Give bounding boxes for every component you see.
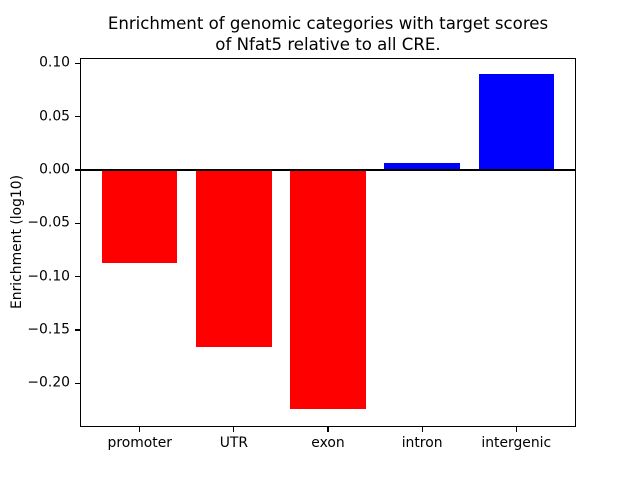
y-tick-label: −0.10 <box>27 268 70 285</box>
x-tick-label-intron: intron <box>401 435 443 451</box>
y-tick-mark <box>75 329 80 331</box>
bar-exon <box>290 169 366 409</box>
chart-title-line-1: Enrichment of genomic categories with ta… <box>107 14 549 33</box>
bar-UTR <box>196 169 272 347</box>
y-tick-mark <box>75 222 80 224</box>
chart-title-line-2: of Nfat5 relative to all CRE. <box>215 34 441 54</box>
x-tick-mark <box>421 427 423 432</box>
y-axis-label: Enrichment (log10) <box>9 174 25 310</box>
y-tick-label: 0.00 <box>39 161 70 178</box>
y-tick-mark <box>75 169 80 171</box>
y-tick-mark <box>75 62 80 64</box>
y-tick-mark <box>75 382 80 384</box>
zero-line <box>80 168 576 172</box>
bar-intergenic <box>478 73 554 170</box>
x-tick-mark <box>515 427 517 432</box>
bar-promoter <box>102 169 178 263</box>
y-tick-mark <box>75 116 80 118</box>
x-tick-mark <box>233 427 235 432</box>
y-tick-label: 0.05 <box>39 108 70 125</box>
x-tick-mark <box>139 427 141 432</box>
y-tick-label: −0.15 <box>27 321 70 338</box>
y-tick-label: 0.10 <box>39 55 70 72</box>
x-tick-label-exon: exon <box>311 435 345 451</box>
y-tick-label: −0.05 <box>27 214 70 231</box>
x-tick-mark <box>327 427 329 432</box>
chart-title: Enrichment of genomic categories with ta… <box>108 14 548 55</box>
bar-intron <box>384 162 460 170</box>
x-tick-label-promoter: promoter <box>107 435 172 451</box>
x-tick-label-UTR: UTR <box>219 435 249 451</box>
y-tick-label: −0.20 <box>27 374 70 391</box>
x-tick-label-intergenic: intergenic <box>481 435 552 451</box>
y-tick-mark <box>75 276 80 278</box>
